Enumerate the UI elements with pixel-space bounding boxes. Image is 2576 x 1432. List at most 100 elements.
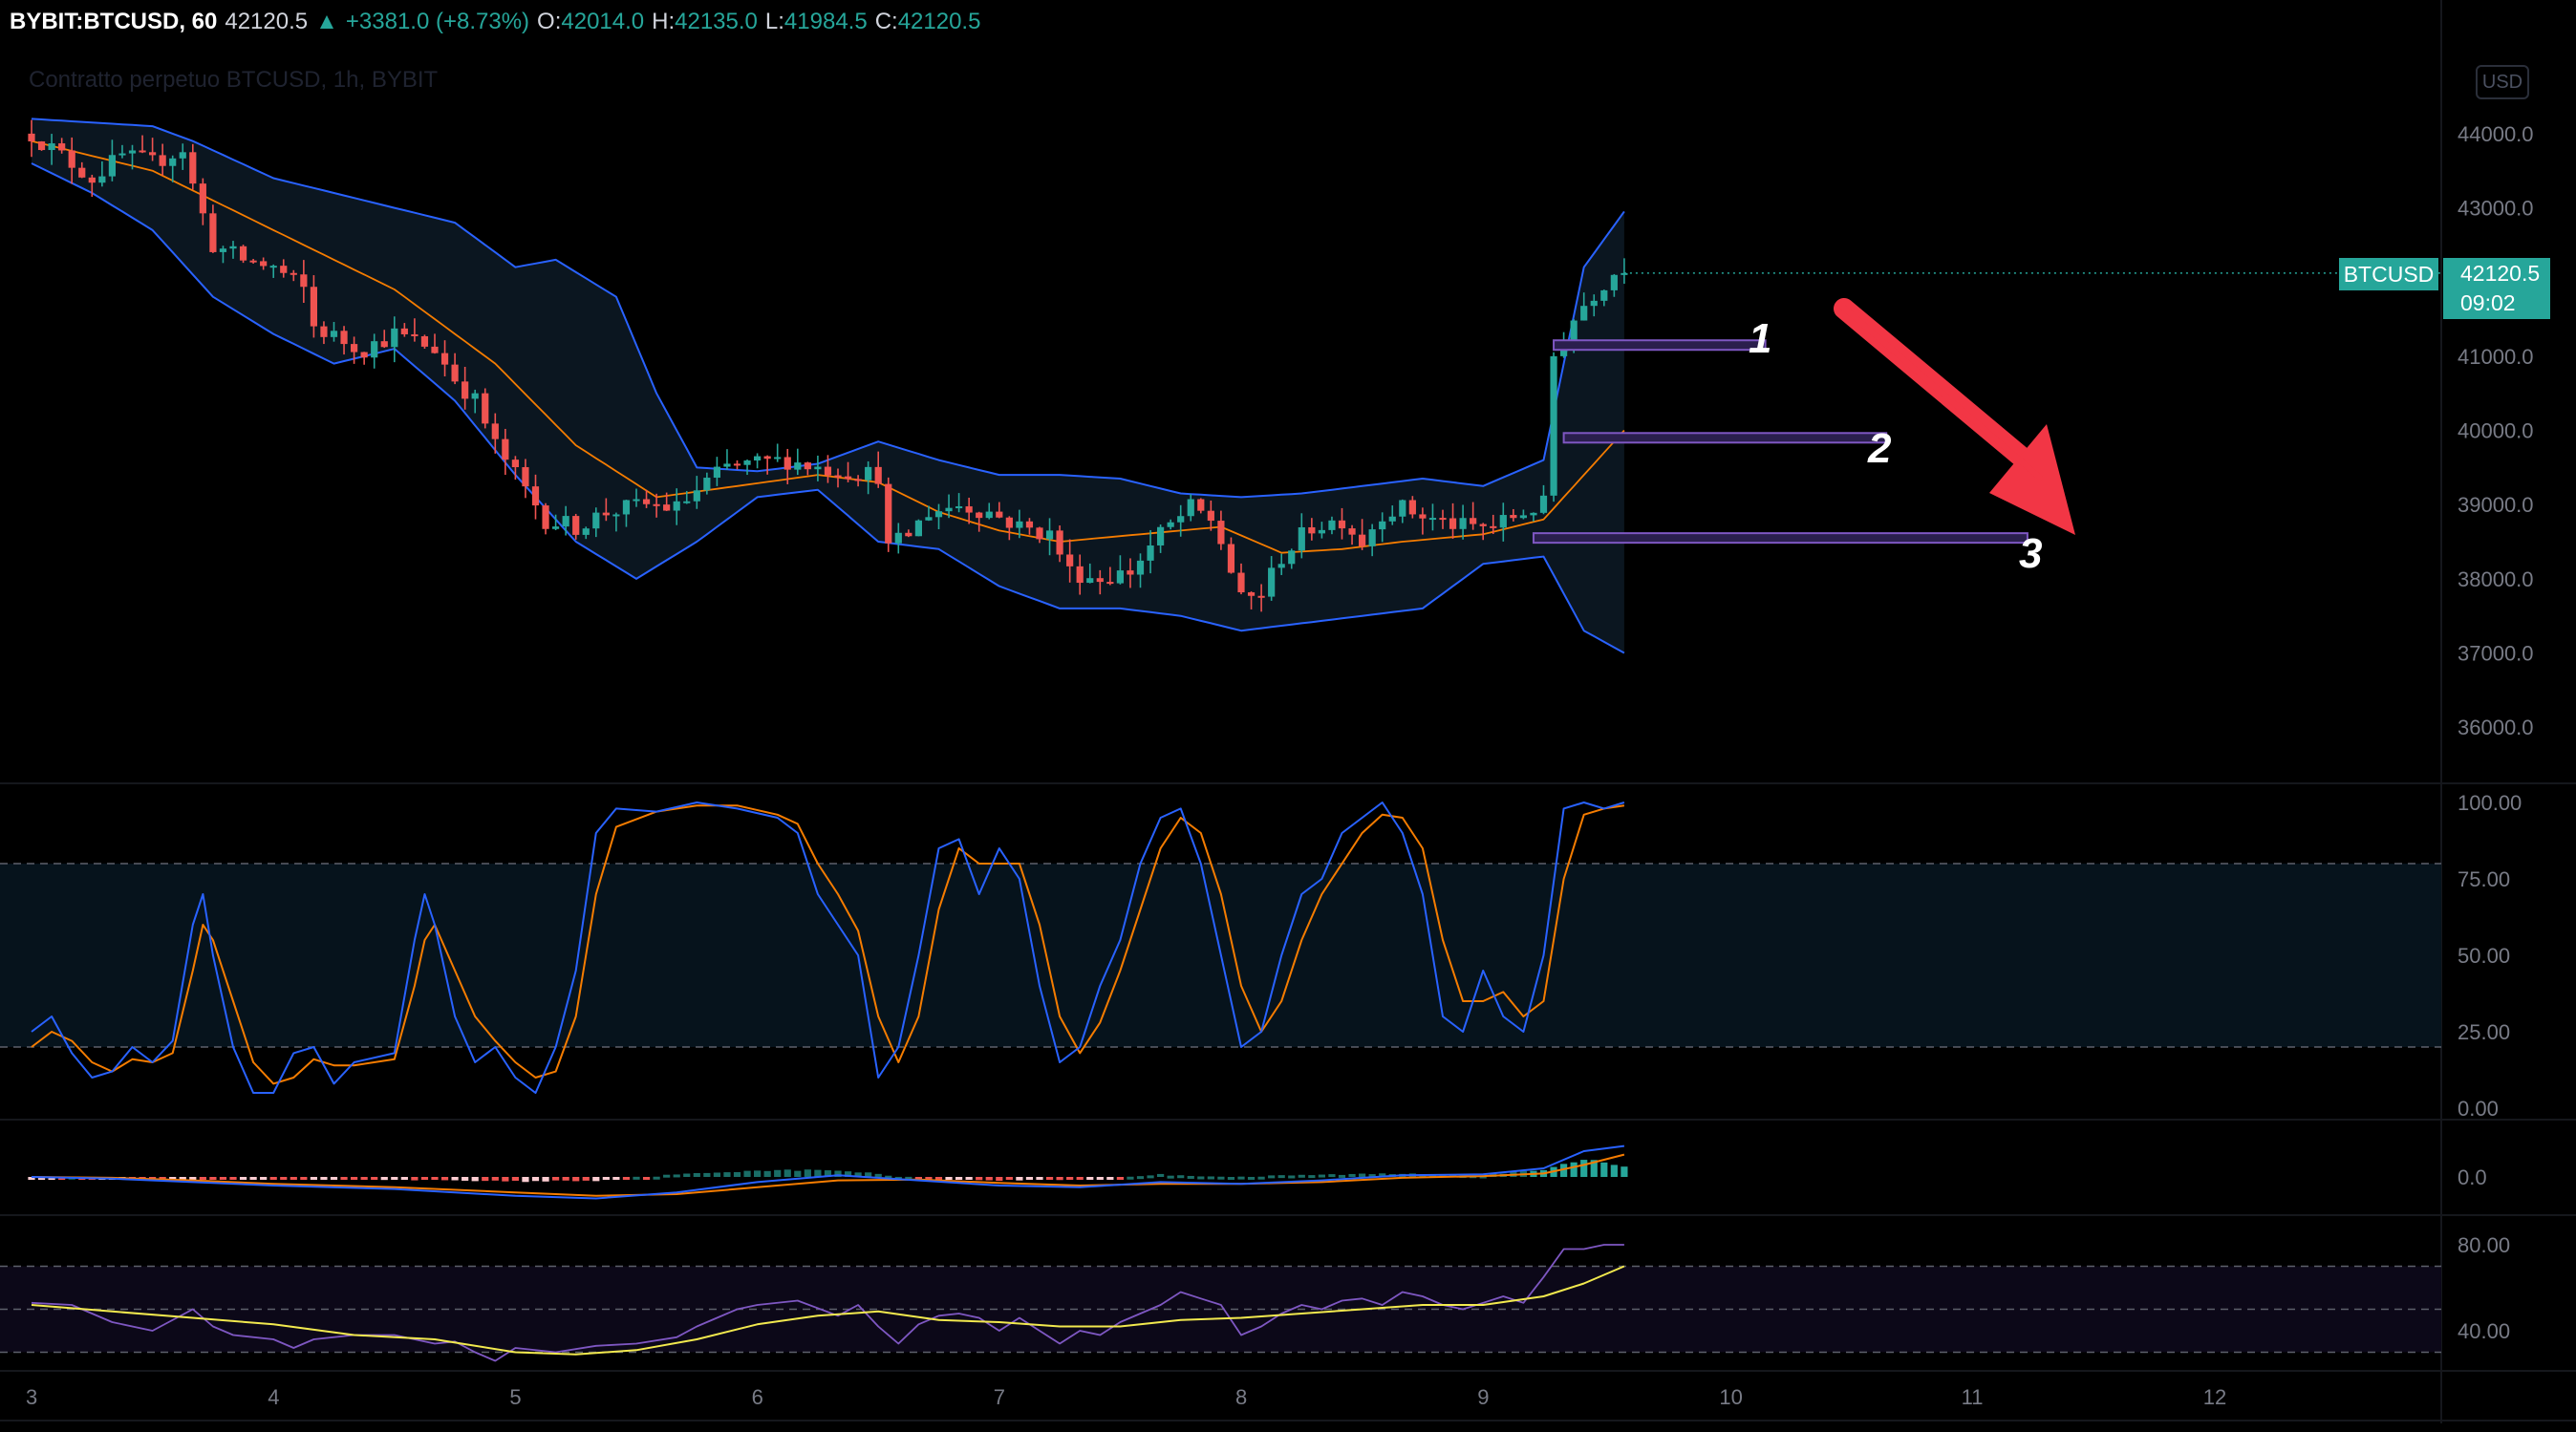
macd-histogram-bar [1570, 1162, 1578, 1177]
macd-histogram-bar [249, 1177, 257, 1180]
candle-body [149, 152, 157, 156]
open-label: O: [537, 9, 562, 34]
macd-tick-label: 0.0 [2458, 1165, 2487, 1189]
symbol-label[interactable]: BYBIT:BTCUSD, 60 [10, 9, 218, 34]
macd-histogram-bar [1025, 1177, 1034, 1180]
candle-body [562, 516, 569, 527]
macd-histogram-bar [1359, 1173, 1366, 1177]
candle-body [1388, 516, 1396, 522]
candle-body [1570, 320, 1578, 341]
macd-histogram-bar [189, 1177, 197, 1180]
macd-histogram-bar [542, 1177, 549, 1182]
candle-body [1045, 530, 1054, 540]
macd-histogram-bar [391, 1177, 398, 1180]
macd-histogram-bar [925, 1177, 933, 1180]
candle-body [1590, 300, 1598, 307]
candle-body [68, 150, 75, 168]
candle-body [1197, 499, 1205, 511]
price-tag-countdown: 09:02 [2460, 290, 2516, 315]
macd-histogram-bar [28, 1177, 35, 1180]
candle-body [1237, 572, 1245, 593]
candle-body [1519, 515, 1527, 519]
macd-histogram-bar [885, 1175, 892, 1179]
macd-histogram-bar [290, 1177, 297, 1180]
price-tag-symbol: BTCUSD [2339, 258, 2438, 290]
candle-body [411, 333, 419, 336]
candle-body [371, 341, 378, 358]
bollinger-lower-line [31, 162, 1625, 654]
candle-body [380, 341, 388, 348]
macd-histogram-bar [1005, 1177, 1013, 1180]
candle-body [703, 478, 711, 491]
currency-button[interactable]: USD [2476, 65, 2529, 99]
last-price: 42120.5 [225, 9, 309, 34]
candle-body [1247, 592, 1256, 596]
candle-body [1207, 510, 1214, 522]
macd-histogram-bar [199, 1177, 206, 1180]
stoch-tick-label: 50.00 [2458, 944, 2510, 968]
candle-body [804, 462, 811, 470]
macd-histogram-bar [1338, 1174, 1346, 1178]
macd-histogram-bar [955, 1177, 963, 1180]
macd-histogram-bar [1187, 1175, 1194, 1179]
macd-histogram-bar [1580, 1160, 1588, 1177]
macd-histogram-bar [340, 1177, 348, 1180]
macd-histogram-bar [633, 1176, 640, 1180]
time-tick-label: 8 [1235, 1385, 1247, 1409]
macd-histogram-bar [1036, 1177, 1043, 1180]
candle-body [491, 423, 499, 439]
macd-histogram-bar [491, 1177, 499, 1181]
candle-body [1298, 526, 1305, 551]
macd-histogram-bar [784, 1169, 791, 1177]
high-label: H: [652, 9, 676, 34]
candle-body [431, 346, 439, 353]
macd-histogram-bar [914, 1177, 922, 1180]
macd-histogram-bar [976, 1177, 983, 1181]
macd-histogram-bar [934, 1177, 943, 1180]
macd-histogram-bar [300, 1177, 308, 1181]
macd-histogram-bar [642, 1177, 651, 1180]
macd-histogram-bar [653, 1176, 660, 1180]
candle-body [865, 466, 872, 481]
candle-body [542, 505, 549, 529]
macd-histogram-bar [1167, 1175, 1174, 1179]
candle-body [511, 460, 519, 468]
macd-histogram-bar [531, 1177, 540, 1182]
candle-body [1288, 550, 1296, 565]
macd-histogram-bar [1368, 1174, 1376, 1178]
candle-body [1056, 530, 1063, 555]
candle-body [1167, 522, 1174, 527]
candle-body [179, 152, 186, 159]
candle-body [1187, 499, 1194, 517]
price-tick-label: 38000.0 [2458, 567, 2534, 591]
candle-body [1227, 544, 1235, 573]
macd-histogram-bar [814, 1169, 822, 1177]
candle-body [622, 500, 631, 515]
candle-body [1016, 521, 1023, 528]
candle-body [159, 155, 166, 166]
low-value: 41984.5 [784, 9, 868, 34]
candle-body [1449, 518, 1457, 529]
macd-histogram-bar [743, 1170, 751, 1177]
candle-body [471, 393, 479, 399]
candle-body [330, 331, 338, 337]
candle-body [733, 463, 741, 466]
stoch-tick-label: 100.00 [2458, 791, 2522, 815]
macd-histogram-bar [159, 1177, 166, 1180]
candle-body [340, 331, 348, 345]
candle-body [108, 155, 116, 177]
candle-body [400, 328, 408, 334]
candle-body [522, 467, 529, 487]
macd-histogram-bar [310, 1177, 317, 1180]
candle-body [1550, 355, 1557, 496]
stoch-d-line [31, 804, 1625, 1085]
candle-body [1621, 272, 1628, 275]
candle-body [1147, 545, 1154, 561]
candle-body [1025, 521, 1034, 528]
candle-body [88, 177, 96, 183]
macd-histogram-bar [1560, 1164, 1568, 1177]
macd-histogram-bar [451, 1177, 459, 1181]
time-tick-label: 3 [26, 1385, 37, 1409]
rsi-tick-label: 80.00 [2458, 1233, 2510, 1257]
